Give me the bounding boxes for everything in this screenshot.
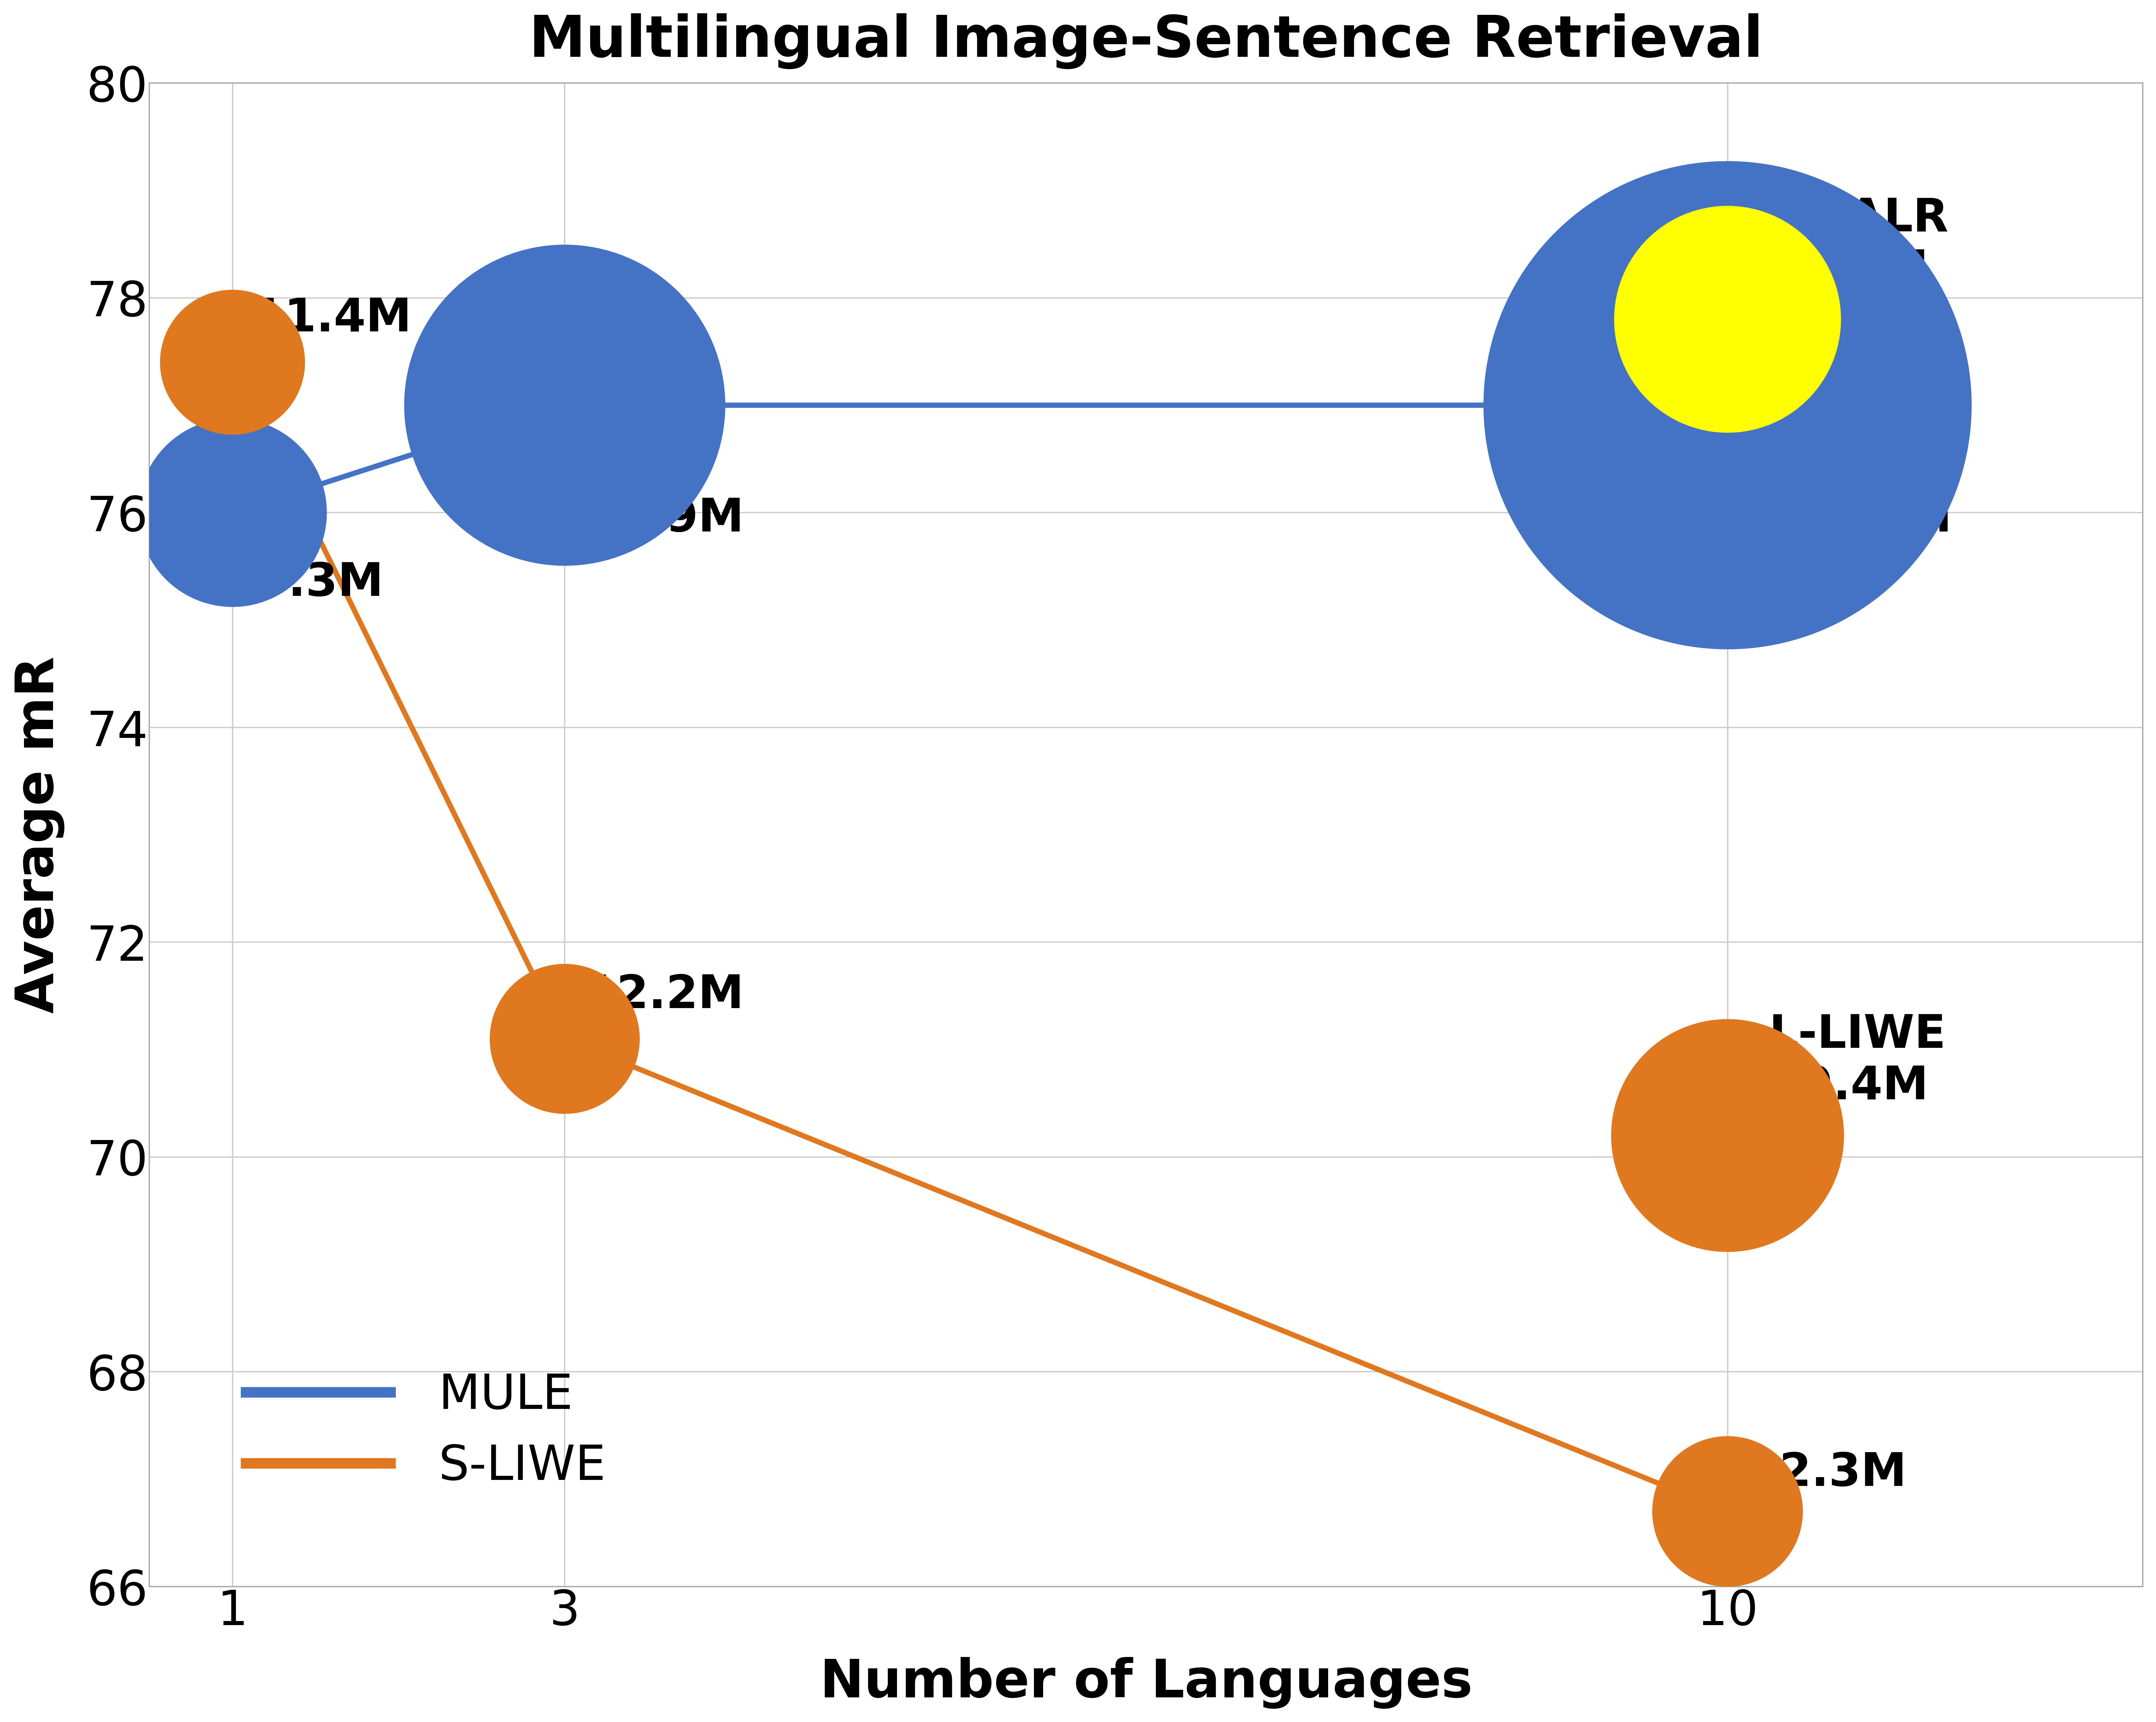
Title: Multilingual Image-Sentence Retrieval: Multilingual Image-Sentence Retrieval — [528, 14, 1764, 69]
S-LIWE — [220, 351, 246, 372]
Legend: MULE, S-LIWE: MULE, S-LIWE — [172, 1300, 679, 1562]
Y-axis label: Average mR: Average mR — [13, 656, 65, 1013]
Point — [216, 499, 250, 527]
MULE — [552, 394, 578, 415]
Point — [216, 348, 250, 375]
Text: 11.4M: 11.4M — [252, 296, 412, 341]
Text: 55.9M: 55.9M — [584, 496, 744, 541]
S-LIWE — [552, 1028, 578, 1049]
MULE — [220, 503, 246, 523]
X-axis label: Number of Languages: Number of Languages — [819, 1657, 1473, 1708]
S-LIWE — [1714, 1502, 1740, 1522]
Text: 129.2M: 129.2M — [1761, 496, 1951, 541]
Line: S-LIWE: S-LIWE — [233, 362, 1727, 1512]
Point — [1710, 1121, 1744, 1149]
MULE — [1714, 394, 1740, 415]
Text: L-LIWE
29.4M: L-LIWE 29.4M — [1770, 1013, 1947, 1109]
Point — [1710, 391, 1744, 418]
Point — [548, 391, 582, 418]
Text: 12.3M: 12.3M — [1749, 1452, 1906, 1495]
Line: MULE: MULE — [233, 405, 1727, 513]
Text: 19.3M: 19.3M — [224, 561, 384, 606]
Point — [548, 1025, 582, 1052]
Text: 12.2M: 12.2M — [584, 973, 744, 1018]
Point — [1710, 305, 1744, 332]
Text: SMALR
27.9M: SMALR 27.9M — [1770, 196, 1949, 293]
Point — [1710, 1498, 1744, 1526]
